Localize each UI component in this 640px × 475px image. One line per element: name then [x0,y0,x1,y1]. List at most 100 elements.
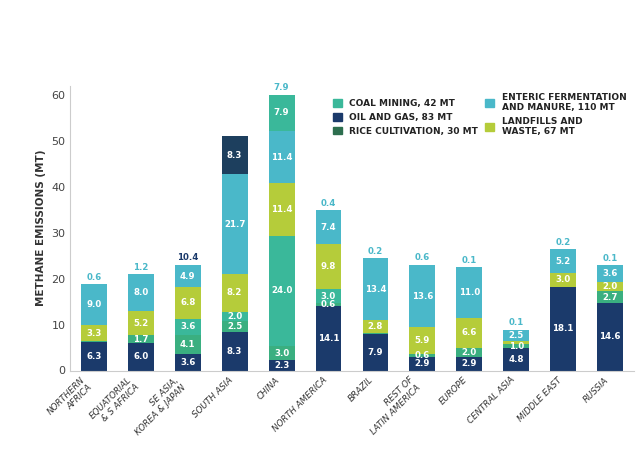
Text: 6.3: 6.3 [86,352,102,361]
Bar [456,318,483,348]
Text: 1.7: 1.7 [133,334,148,343]
Bar [175,287,201,319]
Bar [456,357,483,370]
Bar [597,282,623,291]
Text: 2.5: 2.5 [509,331,524,340]
Text: 7.4: 7.4 [321,223,337,232]
Legend: COAL MINING, 42 MT, OIL AND GAS, 83 MT, RICE CULTIVATION, 30 MT, ENTERIC FERMENT: COAL MINING, 42 MT, OIL AND GAS, 83 MT, … [330,90,629,139]
Bar [362,333,388,334]
Text: 4.8: 4.8 [509,355,524,364]
Text: 3.6: 3.6 [180,358,195,367]
Text: 13.4: 13.4 [365,285,386,294]
Bar [316,289,342,303]
Text: 9.0: 9.0 [86,300,102,309]
Bar [362,334,388,370]
Text: 2.0: 2.0 [227,312,243,321]
Text: 9.8: 9.8 [321,262,336,271]
Bar [316,306,342,371]
Bar [316,303,342,306]
Bar [504,341,529,344]
Bar [410,357,435,370]
Bar [81,284,107,325]
Text: 8.0: 8.0 [133,288,148,297]
Text: 0.1: 0.1 [461,256,477,265]
Text: 2.0: 2.0 [602,282,618,291]
Text: 6.6: 6.6 [461,328,477,337]
Bar [222,274,248,312]
Bar [222,136,248,174]
Bar [81,341,107,342]
Text: 0.1: 0.1 [509,318,524,327]
Text: 3.6: 3.6 [180,323,195,332]
Text: 3.6: 3.6 [602,269,618,278]
Bar [269,95,294,131]
Bar [128,275,154,311]
Bar [597,265,623,282]
Bar [81,342,107,370]
Bar [269,360,294,370]
Bar [81,325,107,341]
Bar [128,335,154,343]
Bar [504,330,529,341]
Bar [175,319,201,335]
Text: 5.2: 5.2 [133,319,148,328]
Text: 14.6: 14.6 [600,332,621,342]
Text: 6.0: 6.0 [133,352,148,361]
Text: 8.2: 8.2 [227,288,243,297]
Text: 7.9: 7.9 [274,108,289,117]
Text: 7.9: 7.9 [274,84,289,93]
Text: 3.0: 3.0 [274,349,289,358]
Text: 13.6: 13.6 [412,292,433,301]
Bar [269,183,294,236]
Text: 0.6: 0.6 [321,300,336,309]
Text: 11.0: 11.0 [459,288,480,297]
Text: 8.3: 8.3 [227,151,243,160]
Bar [550,249,576,273]
Text: 6.8: 6.8 [180,298,195,307]
Text: 3.0: 3.0 [556,276,571,285]
Bar [222,174,248,274]
Text: 5.2: 5.2 [556,256,571,266]
Text: 11.4: 11.4 [271,205,292,214]
Text: 0.6: 0.6 [415,352,430,361]
Bar [316,210,342,244]
Text: 0.2: 0.2 [368,247,383,256]
Bar [175,335,201,354]
Bar [456,267,483,318]
Bar [128,311,154,335]
Text: 4.1: 4.1 [180,340,195,349]
Bar [550,287,576,370]
Bar [175,354,201,370]
Bar [410,265,435,327]
Bar [410,354,435,357]
Bar [362,258,388,320]
Text: 0.2: 0.2 [556,238,571,247]
Text: 0.4: 0.4 [321,199,336,208]
Text: 2.0: 2.0 [461,348,477,357]
Bar [269,346,294,360]
Bar [269,131,294,183]
Text: 3.3: 3.3 [86,329,102,338]
Text: 11.4: 11.4 [271,152,292,162]
Text: 21.7: 21.7 [224,219,245,228]
Text: 2.8: 2.8 [368,322,383,331]
Bar [222,332,248,371]
Bar [222,312,248,321]
Text: 5.9: 5.9 [415,336,430,345]
Text: 1.0: 1.0 [509,342,524,351]
Text: 10.4: 10.4 [177,254,198,263]
Text: 3.0: 3.0 [321,292,336,301]
Text: 0.6: 0.6 [86,273,102,282]
Y-axis label: METHANE EMISSIONS (MT): METHANE EMISSIONS (MT) [36,150,46,306]
Text: 2.7: 2.7 [602,293,618,302]
Text: 2.9: 2.9 [461,359,477,368]
Bar [410,327,435,354]
Bar [504,349,529,370]
Text: 2.5: 2.5 [227,322,243,331]
Bar [362,320,388,333]
Bar [269,236,294,346]
Text: 4.9: 4.9 [180,272,195,281]
Bar [456,348,483,357]
Text: 0.6: 0.6 [415,254,430,263]
Text: 2.9: 2.9 [415,359,430,368]
